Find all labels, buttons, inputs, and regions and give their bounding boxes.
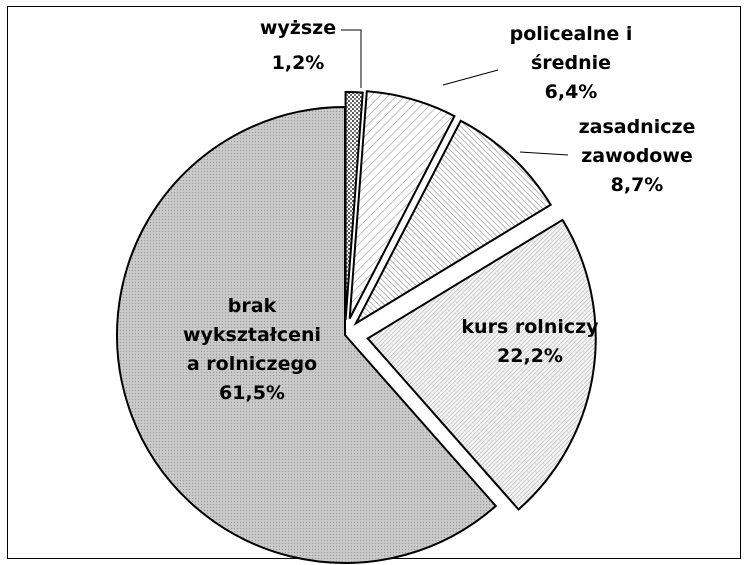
slice-value-label: 8,7% [611,174,664,196]
leader-line [442,69,499,86]
slice-label: kurs rolniczy 22,2% [461,316,599,367]
slice-category-label: kurs rolniczy [461,316,599,338]
pie-slice [353,119,553,327]
slice-value-label: 1,2% [272,52,325,74]
slice-category-label: brak [228,295,277,317]
pie-slice [366,218,597,511]
leader-line [519,151,569,156]
pie-slice [116,105,498,564]
slice-category-label: wykształceni [183,324,321,346]
slice-label: wyższe 1,2% [260,17,336,74]
slice-label: brak wykształceni a rolniczego 61,5% [183,295,321,404]
leader-line [341,29,362,88]
slice-value-label: 6,4% [545,81,598,103]
slice-category-label: wyższe [260,17,336,39]
slice-category-label: zawodowe [581,145,693,167]
slice-category-label: a rolniczego [187,353,317,375]
slice-category-label: policealne i [510,23,633,45]
slice-label: zasadnicze zawodowe 8,7% [579,116,696,196]
pie-slice [344,91,364,321]
slice-category-label: zasadnicze [579,116,696,138]
slice-value-label: 61,5% [219,382,285,404]
slice-category-label: średnie [531,52,611,74]
slice-value-label: 22,2% [497,345,563,367]
pie-slice [348,90,456,320]
slice-label: policealne i średnie 6,4% [510,23,633,103]
